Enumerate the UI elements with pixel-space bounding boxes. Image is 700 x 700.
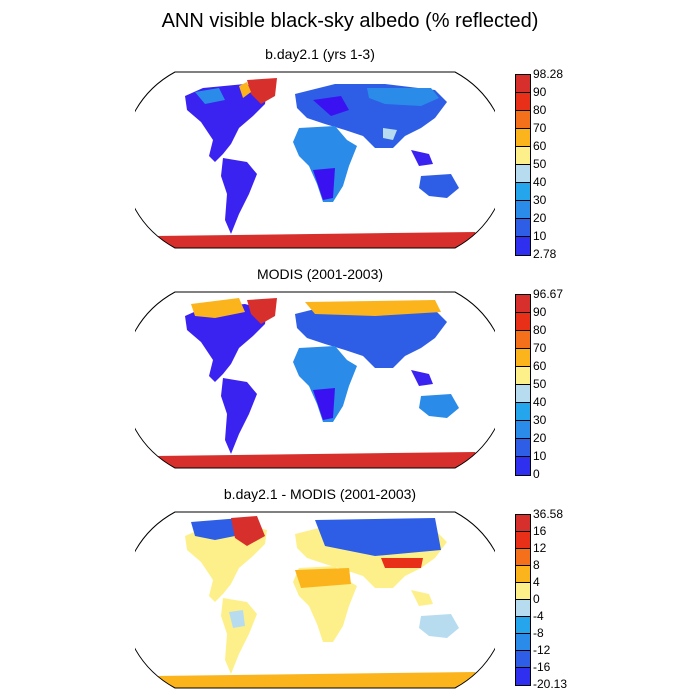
panel-title-obs: MODIS (2001-2003) — [256, 266, 384, 282]
colorbar-tick-model: 10 — [533, 229, 547, 243]
colorbar-seg — [516, 331, 530, 349]
colorbar-seg — [516, 219, 530, 237]
figure-title: ANN visible black-sky albedo (% reflecte… — [161, 10, 539, 32]
colorbar-seg — [516, 129, 530, 147]
colorbar-tick-obs: 80 — [533, 323, 547, 337]
colorbar-seg — [516, 93, 530, 111]
colorbar-tick-model: 2.78 — [533, 247, 557, 261]
colorbar-seg — [516, 634, 530, 651]
colorbar-tick-model: 80 — [533, 103, 547, 117]
colorbar-seg — [516, 668, 530, 685]
colorbar-tick-diff: 36.58 — [533, 507, 564, 521]
land-fields-model — [145, 78, 485, 248]
colorbar-seg — [516, 75, 530, 93]
land-fields-obs — [145, 298, 485, 468]
colorbar-diff — [515, 514, 531, 686]
colorbar-seg — [516, 165, 530, 183]
colorbar-seg — [516, 600, 530, 617]
colorbar-seg — [516, 403, 530, 421]
map-border-diff — [135, 511, 495, 689]
colorbar-tick-obs: 40 — [533, 395, 547, 409]
colorbar-obs — [515, 294, 531, 476]
world-map-diff — [135, 511, 495, 689]
colorbar-tick-diff: 16 — [533, 524, 547, 538]
colorbar-tick-model: 50 — [533, 157, 547, 171]
colorbar-tick-diff: -20.13 — [533, 677, 568, 691]
colorbar-seg — [516, 183, 530, 201]
colorbar-tick-model: 20 — [533, 211, 547, 225]
colorbar-seg — [516, 201, 530, 219]
colorbar-tick-diff: 4 — [533, 575, 540, 589]
colorbar-tick-diff: 8 — [533, 558, 540, 572]
colorbar-tick-model: 40 — [533, 175, 547, 189]
colorbar-seg — [516, 549, 530, 566]
colorbar-tick-model: 60 — [533, 139, 547, 153]
colorbar-seg — [516, 385, 530, 403]
colorbar-tick-obs: 70 — [533, 341, 547, 355]
colorbar-tick-obs: 20 — [533, 431, 547, 445]
colorbar-seg — [516, 439, 530, 457]
colorbar-seg — [516, 457, 530, 475]
colorbar-tick-obs: 10 — [533, 449, 547, 463]
colorbar-seg — [516, 349, 530, 367]
colorbar-tick-model: 90 — [533, 85, 547, 99]
colorbar-seg — [516, 617, 530, 634]
colorbar-model — [515, 74, 531, 256]
colorbar-tick-diff: -8 — [533, 626, 544, 640]
world-map-model — [135, 71, 495, 249]
colorbar-seg — [516, 147, 530, 165]
colorbar-seg — [516, 583, 530, 600]
colorbar-tick-diff: 0 — [533, 592, 540, 606]
land-fields-diff — [145, 516, 485, 688]
world-map-obs — [135, 291, 495, 469]
colorbar-seg — [516, 566, 530, 583]
colorbar-tick-obs: 50 — [533, 377, 547, 391]
colorbar-seg — [516, 651, 530, 668]
colorbar-seg — [516, 367, 530, 385]
colorbar-tick-diff: 12 — [533, 541, 547, 555]
panel-title-diff: b.day2.1 - MODIS (2001-2003) — [223, 486, 417, 502]
colorbar-tick-model: 70 — [533, 121, 547, 135]
colorbar-seg — [516, 111, 530, 129]
colorbar-tick-obs: 30 — [533, 413, 547, 427]
colorbar-tick-obs: 90 — [533, 305, 547, 319]
colorbar-tick-diff: -16 — [533, 660, 551, 674]
colorbar-seg — [516, 313, 530, 331]
colorbar-tick-diff: -4 — [533, 609, 544, 623]
colorbar-tick-model: 98.28 — [533, 67, 564, 81]
panel-title-model: b.day2.1 (yrs 1-3) — [265, 46, 375, 62]
colorbar-seg — [516, 532, 530, 549]
colorbar-tick-obs: 96.67 — [533, 287, 564, 301]
colorbar-tick-diff: -12 — [533, 643, 551, 657]
colorbar-tick-obs: 0 — [533, 467, 540, 481]
colorbar-tick-model: 30 — [533, 193, 547, 207]
colorbar-tick-obs: 60 — [533, 359, 547, 373]
colorbar-seg — [516, 295, 530, 313]
map-border-model — [135, 71, 495, 249]
colorbar-seg — [516, 515, 530, 532]
colorbar-seg — [516, 421, 530, 439]
map-border-obs — [135, 291, 495, 469]
colorbar-seg — [516, 237, 530, 255]
